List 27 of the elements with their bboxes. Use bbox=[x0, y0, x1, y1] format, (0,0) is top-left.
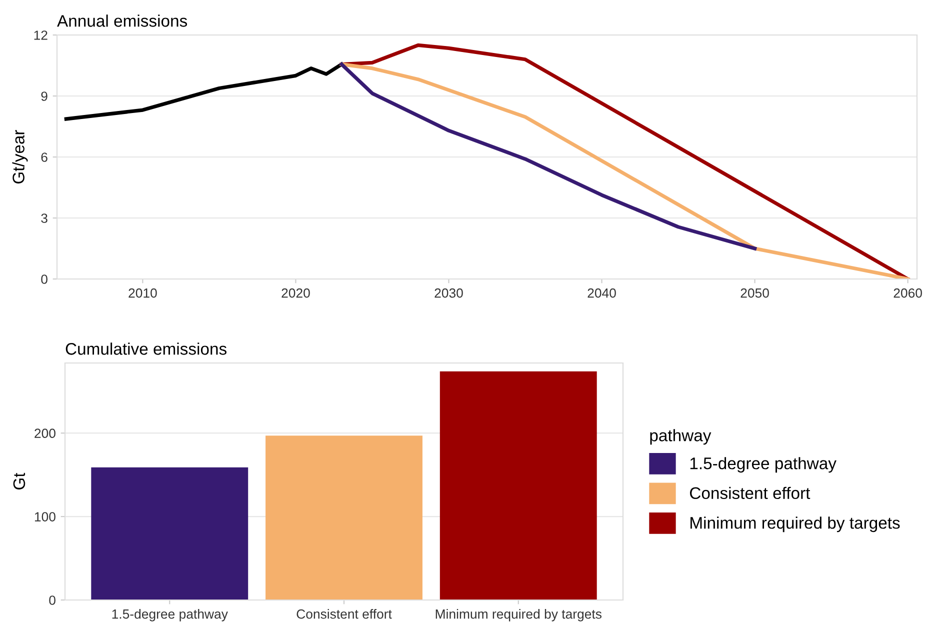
y-tick-label: 9 bbox=[41, 92, 48, 101]
y-tick-label: 3 bbox=[41, 214, 48, 223]
x-tick-label: 2030 bbox=[434, 288, 463, 298]
x-tick-label: 2060 bbox=[894, 288, 922, 298]
x-tick-label: 2040 bbox=[588, 288, 616, 298]
x-tick-label: 2050 bbox=[740, 288, 769, 298]
y-tick-label: 0 bbox=[49, 596, 56, 605]
legend-label: Minimum required by targets bbox=[690, 516, 900, 532]
x-tick-label: 2020 bbox=[282, 288, 310, 298]
y-tick-label: 100 bbox=[34, 512, 56, 522]
x-tick-label: 2010 bbox=[128, 288, 157, 298]
x-tick-label: Minimum required by targets bbox=[436, 609, 602, 622]
x-tick-label: 1.5-degree pathway bbox=[112, 609, 228, 622]
y-tick-label: 12 bbox=[34, 30, 48, 40]
y-axis-title: Gt bbox=[13, 472, 26, 490]
x-tick-label: Consistent effort bbox=[296, 609, 392, 619]
line-series bbox=[340, 62, 757, 250]
y-tick-label: 0 bbox=[41, 274, 48, 284]
legend-label: 1.5-degree pathway bbox=[690, 457, 836, 473]
line-series bbox=[64, 62, 344, 121]
chart-title: Cumulative emissions bbox=[66, 342, 226, 355]
y-axis-title: Gt/year bbox=[12, 130, 28, 184]
y-tick-label: 200 bbox=[34, 428, 56, 438]
chart-title: Annual emissions bbox=[57, 14, 188, 27]
legend-label: Consistent effort bbox=[690, 486, 810, 500]
y-tick-label: 6 bbox=[41, 152, 48, 162]
legend-title: pathway bbox=[650, 429, 712, 445]
